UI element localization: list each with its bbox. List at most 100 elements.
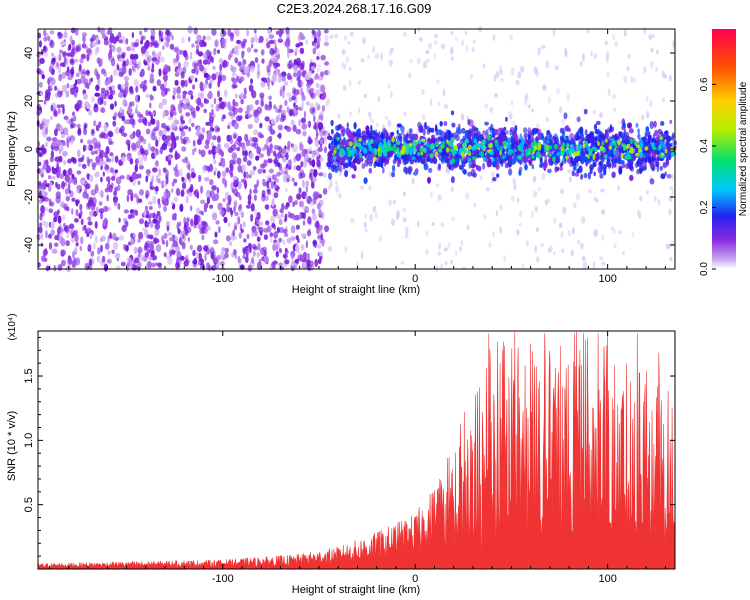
heatmap-cell: [133, 53, 139, 60]
heatmap-cell: [298, 106, 303, 111]
heatmap-cell: [42, 147, 47, 154]
heatmap-cell: [659, 165, 663, 171]
heatmap-cell: [51, 57, 56, 63]
heatmap-cell: [101, 255, 106, 263]
heatmap-cell: [81, 43, 87, 49]
heatmap-cell: [556, 152, 560, 156]
heatmap-cell: [39, 57, 45, 64]
heatmap-cell: [221, 39, 225, 47]
heatmap-cell: [134, 164, 138, 173]
heatmap-cell: [61, 133, 65, 139]
heatmap-cell: [543, 163, 547, 172]
heatmap-cell: [311, 213, 317, 222]
heatmap-cell: [301, 95, 306, 101]
heatmap-cell: [286, 145, 291, 150]
heatmap-cell: [242, 94, 247, 100]
heatmap-cell: [548, 153, 552, 157]
heatmap-cell: [382, 166, 385, 174]
heatmap-cell: [187, 25, 193, 34]
heatmap-cell: [621, 250, 626, 256]
heatmap-cell: [639, 142, 644, 148]
heatmap-cell: [90, 203, 96, 211]
heatmap-cell: [349, 31, 354, 37]
heatmap-cell: [367, 155, 372, 160]
heatmap-cell: [513, 134, 519, 142]
heatmap-cell: [137, 238, 141, 243]
heatmap-cell: [363, 221, 367, 228]
heatmap-cell: [587, 172, 592, 180]
heatmap-cell: [37, 161, 42, 166]
heatmap-cell: [294, 47, 299, 54]
heatmap-cell: [93, 103, 98, 108]
heatmap-cell: [106, 155, 109, 162]
heatmap-cell: [162, 45, 165, 50]
heatmap-cell: [632, 77, 637, 83]
heatmap-cell: [541, 135, 545, 141]
heatmap-cell: [495, 129, 498, 136]
heatmap-cell: [285, 202, 290, 208]
heatmap-cell: [244, 133, 249, 142]
heatmap-cell: [496, 146, 500, 151]
heatmap-cell: [301, 123, 308, 130]
heatmap-cell: [57, 264, 63, 271]
heatmap-cell: [285, 188, 288, 193]
heatmap-cell: [204, 229, 208, 234]
heatmap-cell: [170, 131, 175, 139]
heatmap-cell: [378, 150, 382, 156]
heatmap-cell: [486, 160, 492, 168]
heatmap-cell: [645, 126, 650, 133]
heatmap-cell: [199, 227, 205, 235]
heatmap-cell: [137, 180, 141, 185]
heatmap-cell: [239, 258, 242, 263]
heatmap-cell: [104, 242, 110, 250]
heatmap-cell: [637, 128, 640, 134]
heatmap-cell: [95, 36, 99, 44]
heatmap-cell: [315, 83, 320, 89]
heatmap-cell: [51, 52, 54, 57]
heatmap-cell: [277, 76, 282, 83]
heatmap-cell: [512, 178, 516, 184]
heatmap-cell: [269, 47, 275, 56]
heatmap-cell: [665, 158, 669, 164]
heatmap-cell: [145, 109, 149, 117]
heatmap-cell: [359, 185, 364, 190]
heatmap-cell: [152, 167, 158, 173]
heatmap-cell: [131, 142, 137, 151]
heatmap-cell: [546, 139, 550, 144]
heatmap-cell: [211, 28, 217, 36]
heatmap-cell: [461, 151, 465, 158]
heatmap-cell: [208, 149, 212, 155]
heatmap-cell: [292, 264, 297, 270]
heatmap-cell: [185, 196, 189, 204]
heatmap-cell: [137, 156, 144, 162]
heatmap-cell: [403, 191, 406, 197]
heatmap-cell: [145, 169, 151, 174]
heatmap-cell: [298, 212, 302, 220]
heatmap-cell: [67, 183, 71, 191]
heatmap-cell: [48, 175, 52, 180]
heatmap-cell: [242, 146, 246, 152]
heatmap-x-ticks: -100 0 100: [49, 29, 666, 285]
heatmap-cell: [87, 202, 91, 208]
heatmap-cell: [314, 101, 319, 107]
heatmap-cell: [403, 141, 406, 146]
heatmap-cell: [57, 90, 63, 98]
heatmap-cell: [324, 34, 329, 42]
heatmap-cell: [204, 97, 207, 104]
heatmap-cell: [131, 65, 135, 71]
heatmap-cell: [667, 243, 672, 249]
heatmap-cell: [509, 34, 513, 41]
heatmap-cell: [51, 137, 58, 143]
heatmap-cell: [364, 228, 368, 233]
heatmap-cell: [152, 85, 157, 92]
heatmap-cell: [446, 162, 450, 168]
heatmap-cell: [286, 47, 291, 53]
heatmap-cell: [152, 212, 156, 219]
heatmap-cell: [302, 159, 308, 168]
heatmap-cell: [293, 65, 298, 73]
heatmap-cell: [669, 119, 673, 124]
heatmap-cell: [350, 218, 355, 224]
heatmap-cell: [646, 190, 649, 195]
heatmap-cell: [433, 53, 436, 60]
heatmap-cell: [48, 242, 53, 250]
